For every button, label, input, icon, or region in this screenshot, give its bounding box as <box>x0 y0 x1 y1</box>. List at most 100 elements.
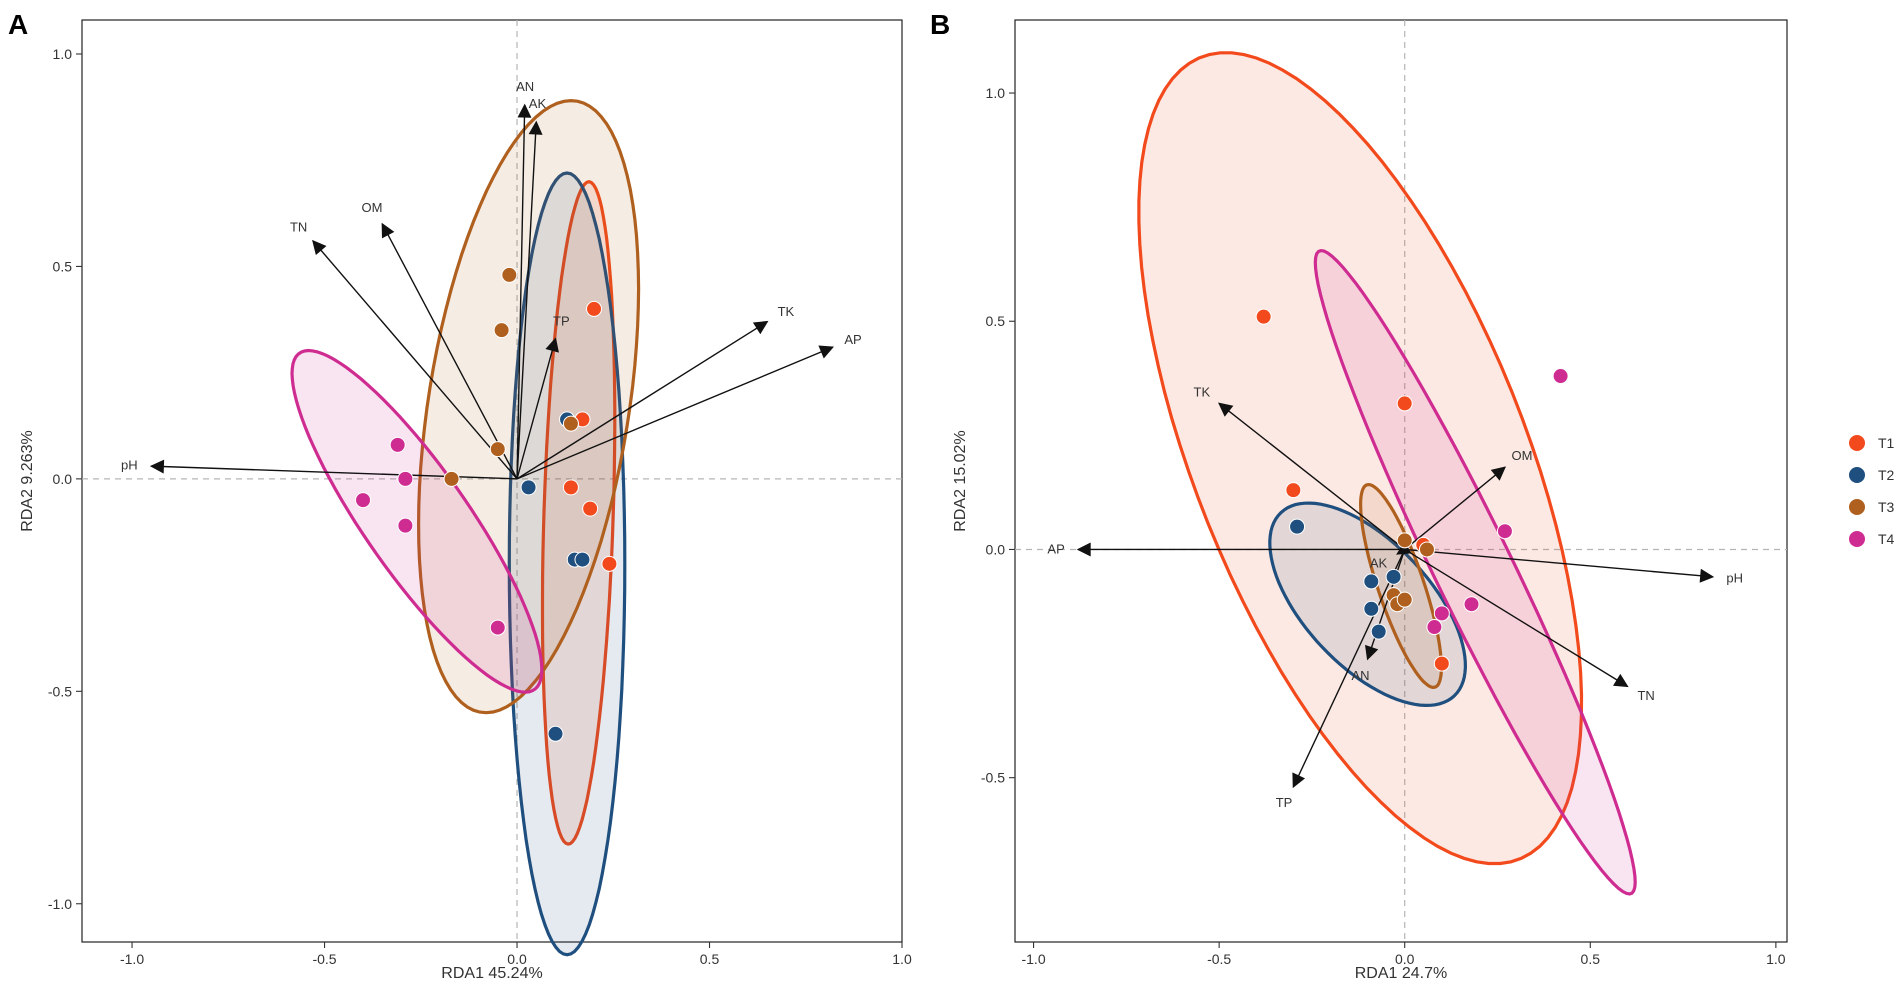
panel-label-a: A <box>8 9 28 40</box>
point-t3 <box>562 415 579 432</box>
point-t2 <box>1363 600 1380 617</box>
legend-marker-t3 <box>1849 499 1865 515</box>
legend: T1 T2 T3 T4 <box>1849 435 1895 547</box>
x-tick-label: -1.0 <box>1021 951 1045 967</box>
arrow-tn <box>312 239 518 480</box>
point-t4 <box>355 492 372 509</box>
panel-a-plot: AN AK TN OM TP TK AP pH -1.0 -0.5 0.0 0.5 1.0 -1.0 -0.… <box>19 19 912 982</box>
point-t4 <box>1463 596 1480 613</box>
legend-label-t4: T4 <box>1878 531 1895 547</box>
plot-border <box>81 19 903 943</box>
arrow-om <box>381 222 518 480</box>
x-axis-label: RDA1 45.24% <box>441 965 542 982</box>
point-t4 <box>397 517 414 534</box>
point-t2 <box>547 725 564 742</box>
arrow-label-tp: TP <box>1276 795 1293 810</box>
y-tick-label: 0.0 <box>986 541 1006 557</box>
arrow-om <box>1404 466 1507 551</box>
ellipse-t1 <box>1137 51 1584 866</box>
point-t1 <box>601 555 618 572</box>
arrow-tn <box>1404 548 1629 688</box>
point-t1 <box>586 300 603 317</box>
point-t4 <box>1433 605 1450 622</box>
arrow-ak <box>516 120 543 479</box>
point-t3 <box>493 322 510 339</box>
arrow-label-tn: TN <box>290 219 307 234</box>
arrow-ap <box>516 345 834 480</box>
ellipse-t2 <box>507 171 627 957</box>
legend-label-t3: T3 <box>1878 499 1895 515</box>
legend-label-t1: T1 <box>1878 435 1895 451</box>
point-t3 <box>443 470 460 487</box>
arrow-label-an: AN <box>1352 668 1370 683</box>
arrow-an <box>1365 549 1406 661</box>
legend-marker-t1 <box>1849 435 1865 451</box>
arrow-label-ak: AK <box>529 96 547 111</box>
arrow-ak <box>1396 541 1412 555</box>
x-tick-label: 0.5 <box>700 951 720 967</box>
point-t1 <box>1433 655 1450 672</box>
y-tick-label: 1.0 <box>53 46 73 62</box>
point-t4 <box>1426 619 1443 636</box>
arrow-tp <box>1292 549 1406 789</box>
arrow-tk <box>1218 402 1406 551</box>
arrow-label-om: OM <box>362 200 383 215</box>
x-tick-label: -0.5 <box>1207 951 1231 967</box>
point-t4 <box>1496 523 1513 540</box>
arrow-label-ap: AP <box>1047 541 1064 556</box>
x-tick-label: 1.0 <box>1766 951 1786 967</box>
y-axis-label: RDA2 15.02% <box>952 430 969 531</box>
point-t4 <box>397 470 414 487</box>
point-t1 <box>1285 482 1302 499</box>
point-t3 <box>1396 532 1413 549</box>
arrow-tp <box>516 337 559 480</box>
legend-marker-t2 <box>1849 467 1865 483</box>
arrow-label-tk: TK <box>778 304 795 319</box>
point-t1 <box>562 479 579 496</box>
arrow-an <box>516 103 532 479</box>
point-t1 <box>1255 308 1272 325</box>
x-tick-label: -1.0 <box>120 951 144 967</box>
point-t2 <box>1370 623 1387 640</box>
point-t2 <box>520 479 537 496</box>
x-tick-label: 0.0 <box>1395 951 1415 967</box>
ellipse-t4 <box>1313 248 1637 896</box>
arrow-tk <box>516 320 769 480</box>
legend-marker-t4 <box>1849 531 1865 547</box>
point-t2 <box>1289 518 1306 535</box>
legend-label-t2: T2 <box>1878 467 1895 483</box>
arrow-label-an: AN <box>516 79 534 94</box>
arrow-label-ph: pH <box>1726 570 1743 585</box>
plot-border <box>1014 19 1788 943</box>
point-t2 <box>1385 568 1402 585</box>
y-axis-label: RDA2 9.263% <box>19 430 36 531</box>
arrow-label-ap: AP <box>844 332 861 347</box>
point-t3 <box>501 266 518 283</box>
arrow-label-ak: AK <box>1370 555 1388 570</box>
y-tick-label: 0.0 <box>53 471 73 487</box>
x-tick-label: 1.0 <box>892 951 912 967</box>
point-t1 <box>1396 395 1413 412</box>
y-tick-label: -0.5 <box>48 683 72 699</box>
ellipse-t4 <box>290 348 544 694</box>
arrow-label-om: OM <box>1511 448 1532 463</box>
point-t1 <box>582 500 599 517</box>
x-tick-label: -0.5 <box>312 951 336 967</box>
point-t4 <box>1552 368 1569 385</box>
arrow-label-tk: TK <box>1194 384 1211 399</box>
point-t2 <box>1363 573 1380 590</box>
point-t4 <box>489 619 506 636</box>
point-t3 <box>1396 591 1413 608</box>
point-t2 <box>574 551 591 568</box>
panel-b-plot: TK AP pH TN OM AK AN TP -1.0 -0.5 0.0 0.5 1.0 -0.5 0.0… <box>952 19 1788 982</box>
arrow-ph <box>1404 548 1715 583</box>
point-t4 <box>389 436 406 453</box>
x-axis-label: RDA1 24.7% <box>1355 965 1448 982</box>
arrow-label-ph: pH <box>121 458 138 473</box>
arrow-label-tn: TN <box>1637 688 1654 703</box>
point-t3 <box>1418 541 1435 558</box>
y-tick-label: 0.5 <box>53 258 73 274</box>
x-tick-label: 0.0 <box>507 951 527 967</box>
panel-label-b: B <box>930 9 950 40</box>
